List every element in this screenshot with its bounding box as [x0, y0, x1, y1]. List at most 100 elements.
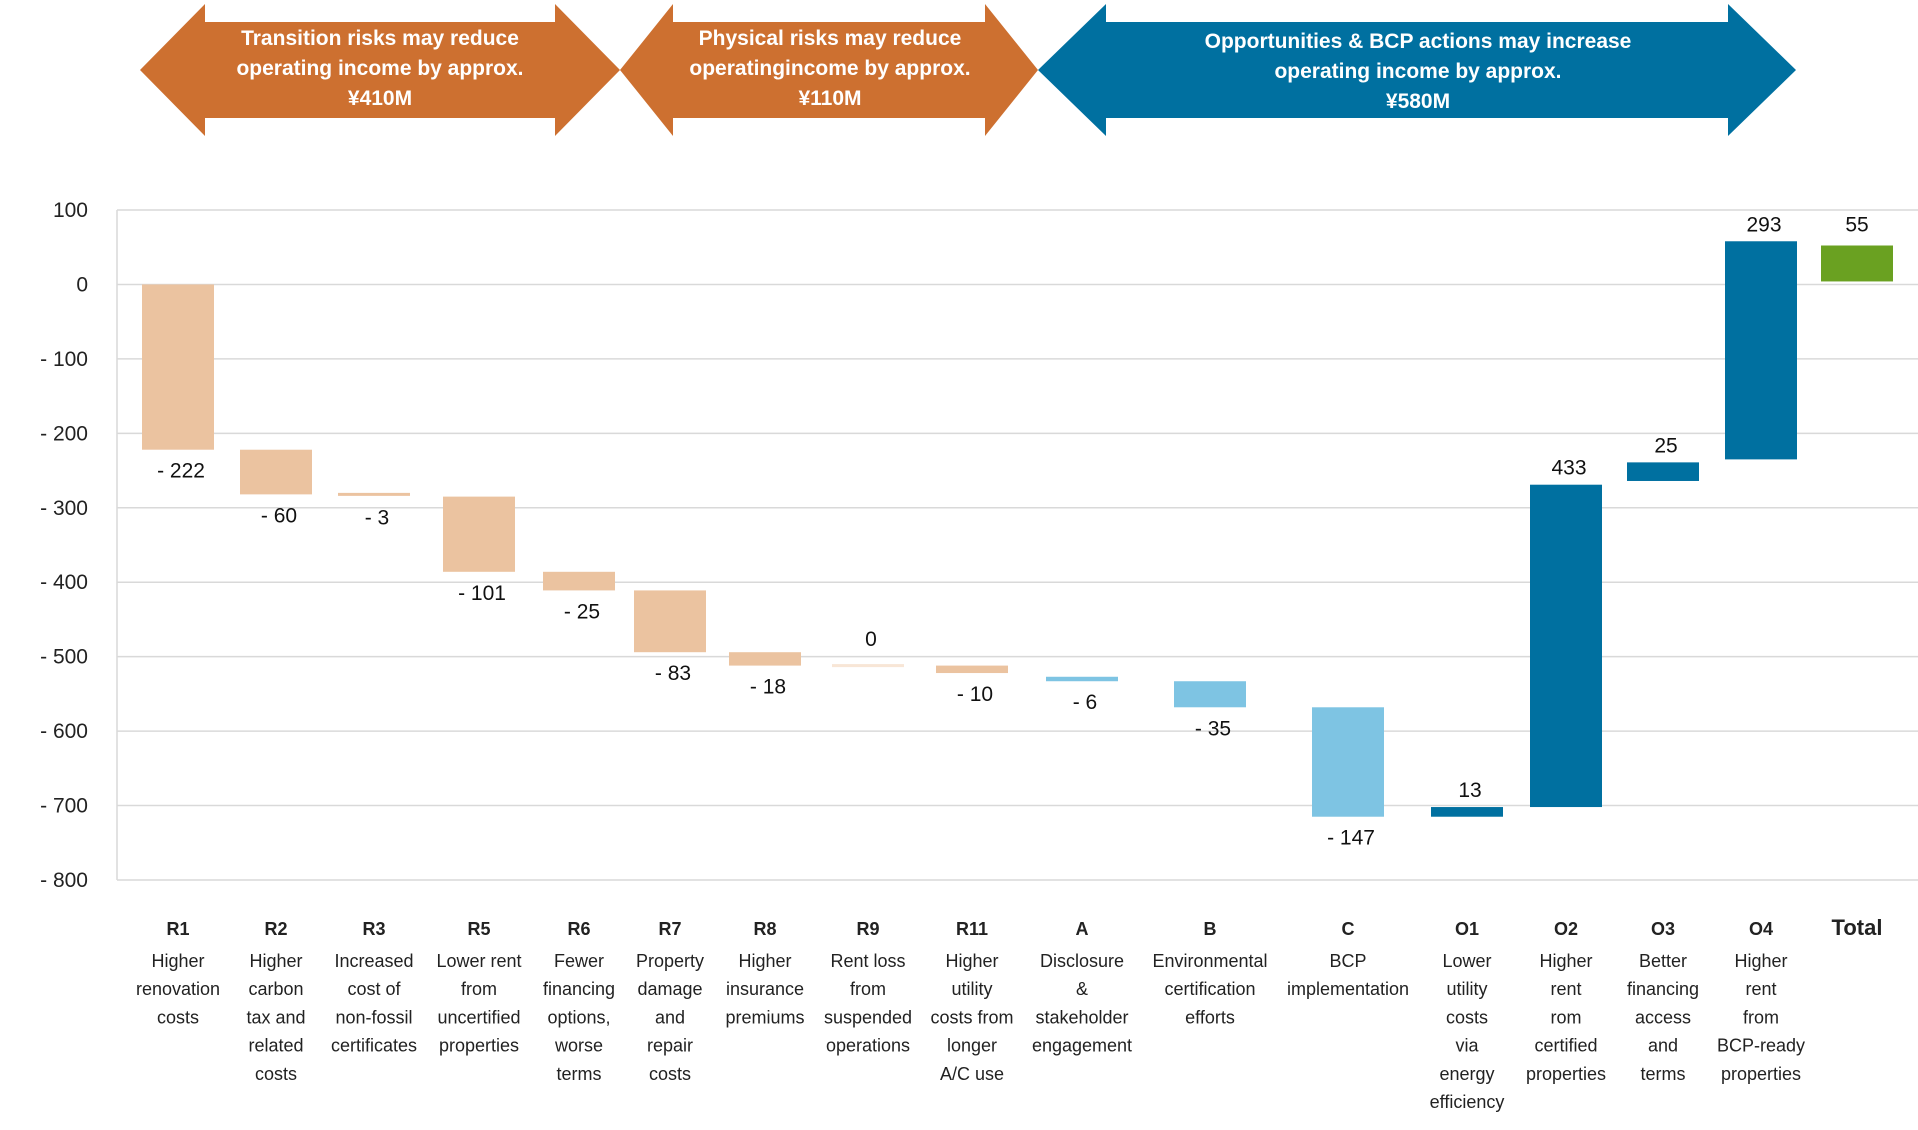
y-tick-label: - 800	[40, 869, 88, 892]
data-label-o2: 433	[1551, 457, 1586, 480]
data-label-r3: - 3	[365, 507, 390, 530]
category-desc-o3: financing	[1627, 979, 1699, 999]
category-code-r5: R5	[467, 919, 490, 939]
y-tick-label: 100	[53, 199, 88, 222]
banner-arrows: Transition risks may reduce operating inc…	[140, 4, 1796, 136]
category-desc-r5: Lower rent	[436, 951, 521, 971]
bar-o1	[1431, 807, 1503, 817]
category-code-o1: O1	[1455, 919, 1479, 939]
bar-r2	[240, 449, 312, 495]
category-desc-r1: costs	[157, 1007, 199, 1027]
category-desc-o2: Higher	[1539, 951, 1592, 971]
category-desc-r3: cost of	[347, 979, 401, 999]
bar-total	[1821, 245, 1893, 282]
data-label-r8: - 18	[750, 676, 786, 699]
category-code-a: A	[1076, 919, 1089, 939]
category-desc-r6: financing	[543, 979, 615, 999]
category-desc-r3: certificates	[331, 1036, 417, 1056]
category-code-r9: R9	[856, 919, 879, 939]
bar-r7	[634, 590, 706, 653]
category-desc-r11: A/C use	[940, 1064, 1004, 1084]
category-desc-r2: Higher	[249, 951, 302, 971]
data-label-r1: - 222	[157, 460, 205, 483]
data-label-total: 55	[1845, 214, 1868, 237]
banner-text-2-line-3: ¥110M	[798, 87, 861, 110]
bar-r9	[832, 664, 904, 668]
category-desc-o4: properties	[1721, 1064, 1801, 1084]
category-desc-r7: damage	[637, 979, 702, 999]
category-desc-r9: Rent loss	[830, 951, 905, 971]
data-label-o4: 293	[1746, 213, 1781, 236]
category-desc-b: certification	[1164, 979, 1255, 999]
category-desc-r9: operations	[826, 1036, 910, 1056]
category-desc-r11: longer	[947, 1036, 997, 1056]
bar-r6	[543, 571, 615, 591]
category-desc-r8: premiums	[725, 1007, 804, 1027]
category-desc-r2: related	[248, 1036, 303, 1056]
category-desc-r8: Higher	[738, 951, 791, 971]
category-desc-r11: utility	[951, 979, 992, 999]
category-desc-r11: Higher	[945, 951, 998, 971]
category-desc-o4: rent	[1745, 979, 1776, 999]
data-label-a: - 6	[1073, 691, 1098, 714]
y-tick-label: - 100	[40, 348, 88, 371]
banner-text-1-line-1: Transition risks may reduce	[241, 27, 519, 50]
category-desc-r9: suspended	[824, 1007, 912, 1027]
category-desc-r6: Fewer	[554, 951, 604, 971]
data-label-b: - 35	[1195, 717, 1231, 740]
category-desc-o1: via	[1455, 1036, 1479, 1056]
category-desc-o2: rent	[1550, 979, 1581, 999]
gridlines	[116, 209, 1918, 881]
category-code-o3: O3	[1651, 919, 1675, 939]
category-desc-r7: costs	[649, 1064, 691, 1084]
y-tick-label: - 200	[40, 422, 88, 445]
bar-r3	[338, 492, 410, 496]
category-desc-o1: energy	[1439, 1064, 1494, 1084]
category-desc-o2: rom	[1551, 1007, 1582, 1027]
category-desc-o1: Lower	[1442, 951, 1491, 971]
category-code-total: Total	[1832, 915, 1883, 940]
category-code-r6: R6	[567, 919, 590, 939]
category-desc-b: Environmental	[1152, 951, 1267, 971]
category-code-r1: R1	[166, 919, 189, 939]
category-desc-r8: insurance	[726, 979, 804, 999]
category-code-r11: R11	[956, 919, 988, 939]
category-code-b: B	[1204, 919, 1217, 939]
category-desc-r5: properties	[439, 1036, 519, 1056]
category-code-o2: O2	[1554, 919, 1578, 939]
category-desc-o2: properties	[1526, 1064, 1606, 1084]
bars	[142, 241, 1893, 817]
category-desc-r7: Property	[636, 951, 704, 971]
category-desc-r6: worse	[554, 1036, 603, 1056]
bar-o4	[1725, 241, 1797, 460]
category-desc-o3: terms	[1641, 1064, 1686, 1084]
category-code-r7: R7	[658, 919, 681, 939]
category-desc-r5: from	[461, 979, 497, 999]
category-desc-o3: and	[1648, 1036, 1678, 1056]
data-label-r11: - 10	[957, 683, 993, 706]
category-desc-b: efforts	[1185, 1007, 1235, 1027]
y-tick-label: - 700	[40, 795, 88, 818]
category-desc-o1: utility	[1446, 979, 1487, 999]
bar-r5	[443, 496, 515, 572]
category-desc-r9: from	[850, 979, 886, 999]
category-desc-o2: certified	[1534, 1036, 1597, 1056]
y-tick-label: - 600	[40, 720, 88, 743]
banner-text-2-line-1: Physical risks may reduce	[699, 27, 962, 50]
bar-r1	[142, 284, 214, 450]
banner-arrow-1	[140, 4, 620, 136]
y-tick-label: - 400	[40, 571, 88, 594]
category-desc-o4: BCP-ready	[1717, 1036, 1805, 1056]
bar-r8	[729, 652, 801, 666]
category-desc-o3: access	[1635, 1007, 1691, 1027]
category-desc-c: BCP	[1329, 951, 1366, 971]
bar-c	[1312, 707, 1384, 817]
category-desc-a: &	[1076, 979, 1088, 999]
data-label-o3: 25	[1654, 434, 1677, 457]
category-desc-r3: Increased	[334, 951, 413, 971]
category-desc-o3: Better	[1639, 951, 1687, 971]
data-label-r2: - 60	[261, 504, 297, 527]
category-desc-r2: costs	[255, 1064, 297, 1084]
category-code-r8: R8	[753, 919, 776, 939]
